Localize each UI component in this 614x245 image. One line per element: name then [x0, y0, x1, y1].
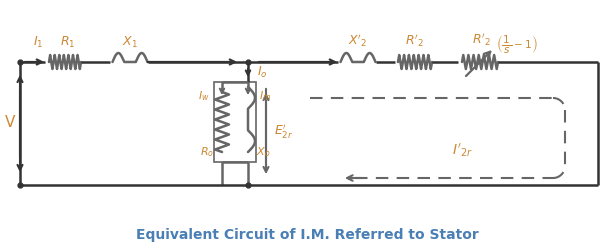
Text: $I_o$: $I_o$ [257, 64, 267, 80]
Text: $R'_2$: $R'_2$ [405, 33, 424, 49]
Text: $I_1$: $I_1$ [33, 35, 43, 49]
Text: $E_{2r}'$: $E_{2r}'$ [274, 122, 293, 140]
Text: $R'_2$: $R'_2$ [473, 32, 492, 48]
Text: $I'_{2r}$: $I'_{2r}$ [451, 141, 472, 159]
Text: $I_w$: $I_w$ [198, 89, 210, 103]
Bar [214, 82, 256, 162]
Text: Equivalent Circuit of I.M. Referred to Stator: Equivalent Circuit of I.M. Referred to S… [136, 228, 478, 242]
Text: $R_o$: $R_o$ [200, 145, 214, 159]
Text: $X_o$: $X_o$ [256, 145, 270, 159]
Text: $I_m$: $I_m$ [259, 89, 271, 103]
Text: $\left(\dfrac{1}{\,s\,}-1\right)$: $\left(\dfrac{1}{\,s\,}-1\right)$ [496, 33, 537, 55]
Text: $R_1$: $R_1$ [60, 35, 76, 49]
Text: $X'_2$: $X'_2$ [348, 33, 368, 49]
Text: V: V [5, 115, 15, 131]
Text: $X_1$: $X_1$ [122, 35, 138, 49]
